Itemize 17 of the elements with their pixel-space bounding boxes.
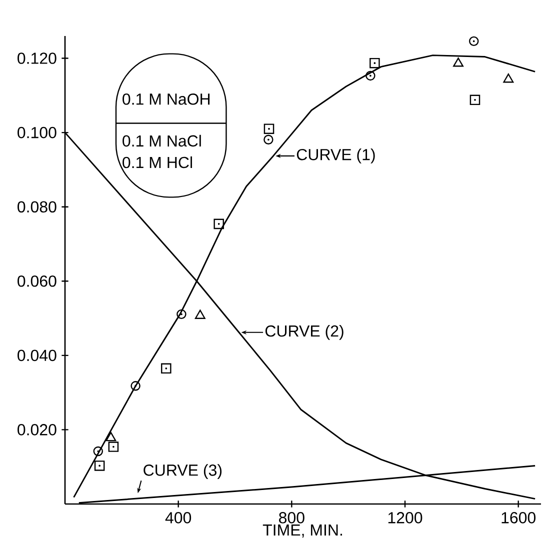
annotation: 0.1 M HCl	[122, 156, 192, 168]
x-tick-label: 1600	[502, 512, 536, 524]
y-tick-label: 0.040	[18, 350, 56, 362]
y-tick-label: 0.120	[18, 52, 56, 64]
annotation: CURVE (2)	[265, 324, 344, 340]
y-tick-label: 0.100	[18, 126, 56, 138]
y-tick-label: 0.020	[18, 424, 56, 436]
x-axis-title: TIME, MIN.	[262, 524, 342, 538]
x-tick-label: 800	[279, 512, 304, 524]
y-tick-label: 0.060	[18, 275, 56, 287]
annotation: 0.1 M NaOH	[122, 93, 210, 105]
annotation: CURVE (1)	[296, 148, 375, 164]
x-tick-label: 400	[165, 512, 192, 524]
x-tick-label: 1200	[388, 512, 422, 524]
y-tick-label: 0.080	[18, 201, 56, 213]
annotation: CURVE (3)	[144, 464, 222, 479]
annotation: 0.1 M NaCl	[122, 134, 201, 147]
